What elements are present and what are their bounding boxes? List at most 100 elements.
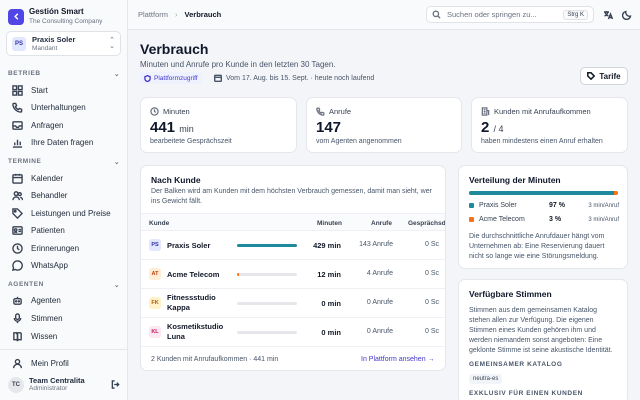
sidebar-item-patienten[interactable]: Patienten (6, 222, 122, 238)
sidebar-item-erinnerungen[interactable]: Erinnerungen (6, 240, 122, 256)
avatar: FK (149, 297, 161, 309)
customer-talk-duration: 0 Sc (425, 270, 440, 277)
voices-description: Stimmen aus dem gemeinsamen Katalog steh… (469, 307, 613, 354)
sidebar-item-label: Mein Profil (31, 358, 69, 368)
avatar: PS (149, 239, 161, 251)
tarife-label: Tarife (599, 71, 621, 81)
tenant-avatar: PS (12, 36, 26, 51)
sidebar-item-label: Ihre Daten fragen (31, 137, 94, 147)
table-row[interactable]: PS Praxis Soler 429 min 143 Anrufe 0 Sc (141, 231, 445, 260)
moon-icon[interactable] (622, 10, 632, 20)
sidebar-item-behandler[interactable]: Behandler (6, 187, 122, 203)
sidebar-item-wissen[interactable]: Wissen (6, 328, 122, 344)
voice-tag[interactable]: neutra-es (469, 374, 503, 384)
table-row[interactable]: FK Fitnessstudio Kappa 0 min 0 Anrufe 0 … (141, 289, 445, 318)
customer-minutes: 0 min (321, 299, 341, 308)
chevron-down-icon: ⌄ (113, 282, 120, 289)
team-role: Administrator (29, 385, 68, 392)
stat-value: 2 / 4 (481, 119, 504, 136)
translate-icon[interactable] (603, 10, 613, 20)
user-icon (12, 358, 23, 368)
access-badge-label: Plattformzugriff (154, 74, 198, 82)
stat-label-text: Kunden mit Anrufaufkommen (494, 107, 591, 116)
main-content: Verbrauch Minuten und Anrufe pro Kunde i… (128, 31, 640, 400)
stat-unit: / 4 (493, 124, 504, 134)
breadcrumb-item[interactable]: Plattform (138, 10, 169, 19)
team-account[interactable]: TC Team Centralita Administrator (8, 376, 120, 393)
column-header[interactable]: Kunde (149, 220, 170, 227)
section-label: TERMINE (8, 158, 42, 165)
sidebar-item-kalender[interactable]: Kalender (6, 170, 122, 186)
usage-bar (237, 273, 297, 276)
phone-icon (12, 102, 23, 113)
section-termine[interactable]: TERMINE ⌄ (8, 158, 120, 166)
sidebar-item-profile[interactable]: Mein Profil (6, 355, 122, 371)
tarife-button[interactable]: Tarife (580, 67, 628, 85)
usage-bar (237, 331, 297, 334)
section-agenten[interactable]: AGENTEN ⌄ (8, 281, 120, 289)
chevron-up-down-icon: ⌃ ⌄ (109, 36, 115, 50)
sidebar-item-whatsapp[interactable]: WhatsApp (6, 257, 122, 273)
brand-logo-icon (8, 8, 24, 25)
bot-icon (13, 296, 22, 305)
book-icon (13, 331, 22, 341)
distribution-name: Acme Telecom (479, 216, 525, 223)
sidebar-item-label: Behandler (31, 190, 68, 200)
topbar: Plattform › Verbrauch Suchen oder springen… (128, 0, 640, 30)
customer-name: Acme Telecom (167, 270, 220, 279)
legend-swatch (469, 217, 474, 222)
page-title: Verbrauch (140, 41, 209, 57)
stat-subtext: haben mindestens einen Anruf erhalten (481, 138, 603, 145)
customer-calls: 0 Anrufe (366, 299, 393, 306)
sidebar-item-anfragen[interactable]: Anfragen (6, 117, 122, 133)
brand[interactable]: Gestión Smart The Consulting Company (8, 7, 102, 26)
distribution-item: Praxis Soler 97 % 3 min/Anruf (469, 202, 619, 209)
chevron-down-icon: ⌄ (113, 71, 120, 78)
stat-label: Anrufe (316, 107, 351, 116)
sidebar-item-unterhaltungen[interactable]: Unterhaltungen (6, 99, 122, 115)
search-placeholder: Suchen oder springen zu... (447, 10, 537, 19)
column-header[interactable]: Minuten (317, 220, 342, 227)
stat-unit: min (179, 124, 194, 134)
sidebar-item-ihre-daten-fragen[interactable]: Ihre Daten fragen (6, 134, 122, 150)
distribution-percent: 97 % (549, 202, 565, 209)
search-input[interactable]: Suchen oder springen zu... Strg K (426, 6, 594, 23)
table-row[interactable]: KL Kosmetikstudio Luna 0 min 0 Anrufe 0 … (141, 318, 445, 347)
logout-icon[interactable] (111, 380, 120, 389)
shield-icon (144, 74, 151, 82)
customer-minutes: 429 min (313, 241, 341, 250)
sidebar-item-agenten[interactable]: Agenten (6, 292, 122, 308)
stat-subtext: bearbeitete Gesprächszeit (150, 138, 232, 145)
view-in-platform-link[interactable]: In Plattform ansehen → (361, 356, 435, 363)
customer-name: Kosmetikstudio Luna (167, 322, 224, 341)
section-label: AGENTEN (8, 281, 44, 288)
customer-talk-duration: 0 Sc (425, 241, 440, 248)
stat-card-calls: Anrufe 147 vom Agenten angenommen (306, 97, 462, 153)
stat-value: 147 (316, 119, 341, 136)
exclusive-label: EXKLUSIV FÜR EINEN KUNDEN (469, 390, 583, 397)
sidebar-item-label: Kalender (31, 173, 64, 183)
customer-name: Praxis Soler (167, 241, 211, 250)
building-icon (481, 107, 490, 116)
customer-talk-duration: 0 Sc (425, 328, 440, 335)
inbox-icon (12, 120, 23, 130)
usage-bar-fill (237, 273, 239, 276)
sidebar-item-leistungen[interactable]: Leistungen und Preise (6, 205, 122, 221)
customer-talk-duration: 0 Sc (425, 299, 440, 306)
distribution-name: Praxis Soler (479, 202, 517, 209)
voices-card: Verfügbare Stimmen Stimmen aus dem gemei… (458, 279, 628, 400)
section-betrieb[interactable]: BETRIEB ⌄ (8, 70, 120, 78)
column-header[interactable]: Gesprächsd (408, 220, 446, 227)
column-header[interactable]: Anrufe (371, 220, 392, 227)
shared-catalog-label: GEMEINSAMER KATALOG (469, 361, 563, 368)
chevron-right-icon: › (175, 10, 178, 19)
sidebar-item-start[interactable]: Start (6, 82, 122, 98)
chart-icon (12, 139, 23, 148)
table-row[interactable]: AT Acme Telecom 12 min 4 Anrufe 0 Sc (141, 260, 445, 289)
tenant-switcher[interactable]: PS Praxis Soler Mandant ⌃ ⌄ (6, 31, 121, 56)
calendar-icon (214, 74, 222, 82)
shortcut-hint: Strg K (563, 9, 588, 20)
usage-bar (237, 244, 297, 247)
sidebar-item-stimmen[interactable]: Stimmen (6, 310, 122, 326)
customers-description: Der Balken wird am Kunden mit dem höchst… (151, 188, 432, 205)
